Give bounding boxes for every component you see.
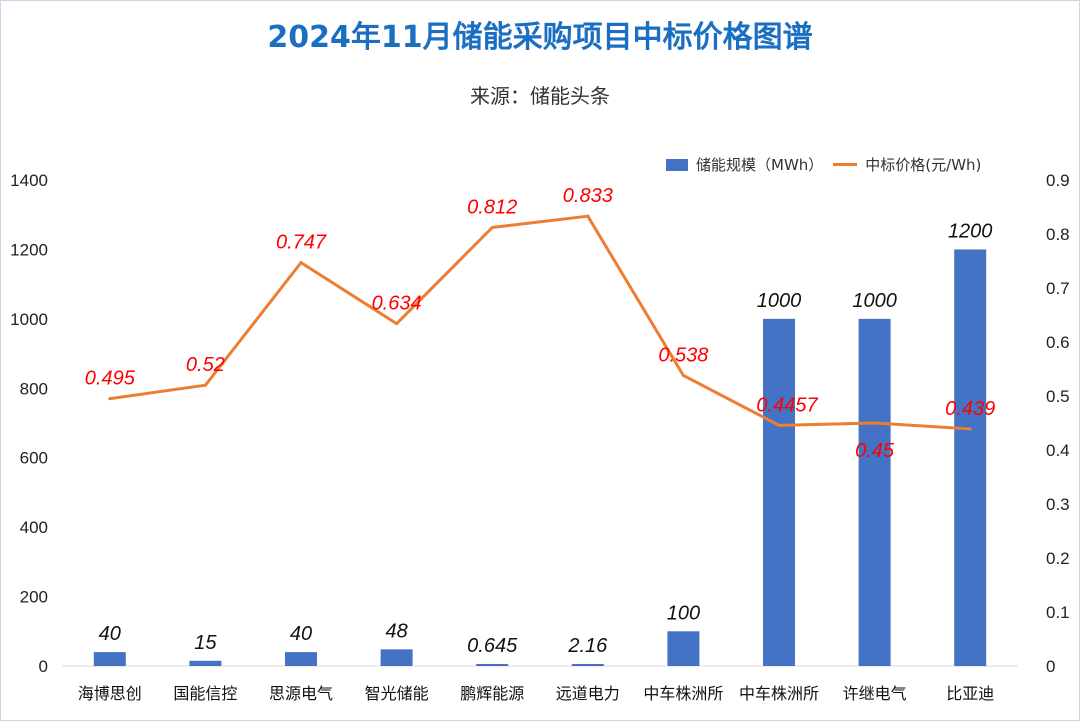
y-right-tick-6: 0.6 bbox=[1046, 333, 1070, 352]
price-point-3 bbox=[395, 322, 399, 326]
bar-5 bbox=[571, 664, 604, 666]
y-left-tick-0: 0 bbox=[39, 657, 48, 676]
y-right-tick-2: 0.2 bbox=[1046, 549, 1070, 568]
y-left-tick-7: 1400 bbox=[10, 171, 48, 190]
category-label-8: 许继电气 bbox=[843, 684, 907, 703]
bar-label-7: 1000 bbox=[757, 290, 802, 312]
bar-label-0: 40 bbox=[99, 623, 121, 645]
price-label-2: 0.747 bbox=[276, 232, 327, 254]
bar-label-9: 1200 bbox=[948, 220, 993, 242]
price-point-7 bbox=[777, 423, 781, 427]
legend-line-swatch bbox=[833, 163, 858, 166]
price-point-8 bbox=[873, 421, 877, 425]
y-left-tick-6: 1200 bbox=[10, 240, 48, 259]
category-label-6: 中车株洲所 bbox=[643, 684, 723, 703]
y-right-tick-7: 0.7 bbox=[1046, 279, 1070, 298]
category-label-1: 国能信控 bbox=[173, 684, 237, 703]
y-left-tick-1: 200 bbox=[20, 588, 48, 607]
y-left-tick-3: 600 bbox=[20, 449, 48, 468]
price-label-9: 0.439 bbox=[945, 398, 995, 420]
price-point-5 bbox=[586, 214, 590, 218]
category-label-9: 比亚迪 bbox=[946, 684, 994, 703]
price-label-4: 0.812 bbox=[467, 197, 517, 219]
category-label-4: 鹏辉能源 bbox=[460, 684, 524, 703]
y-right-tick-1: 0.1 bbox=[1046, 603, 1070, 622]
bar-3 bbox=[380, 649, 413, 666]
bar-4 bbox=[476, 664, 509, 666]
bar-7 bbox=[763, 318, 795, 666]
price-label-0: 0.495 bbox=[85, 368, 136, 390]
category-label-5: 远道电力 bbox=[556, 684, 620, 703]
price-label-7: 0.4457 bbox=[756, 394, 818, 416]
chart-title: 2024年11月储能采购项目中标价格图谱 bbox=[267, 20, 813, 55]
bar-1 bbox=[189, 660, 222, 666]
price-point-2 bbox=[299, 261, 303, 265]
bar-label-3: 48 bbox=[385, 620, 407, 642]
price-point-9 bbox=[968, 427, 972, 431]
legend-item-scale: 储能规模（MWh） bbox=[666, 154, 823, 175]
category-label-0: 海博思创 bbox=[78, 684, 142, 703]
y-left-tick-5: 1000 bbox=[10, 310, 48, 329]
y-right-tick-3: 0.3 bbox=[1046, 495, 1070, 514]
bar-label-1: 15 bbox=[194, 632, 217, 654]
y-right-tick-8: 0.8 bbox=[1046, 225, 1070, 244]
bar-label-8: 1000 bbox=[852, 290, 897, 312]
category-label-7: 中车株洲所 bbox=[739, 684, 819, 703]
bar-label-6: 100 bbox=[667, 602, 700, 624]
price-label-5: 0.833 bbox=[563, 185, 613, 207]
y-right-tick-5: 0.5 bbox=[1046, 387, 1070, 406]
price-label-3: 0.634 bbox=[372, 293, 422, 315]
bar-label-4: 0.645 bbox=[467, 635, 518, 657]
bar-8 bbox=[858, 318, 891, 666]
legend-label-price: 中标价格(元/Wh) bbox=[865, 156, 982, 174]
y-right-tick-4: 0.4 bbox=[1046, 441, 1070, 460]
legend-label-scale: 储能规模（MWh） bbox=[696, 156, 824, 174]
chart-subtitle: 来源：储能头条 bbox=[470, 84, 610, 108]
bar-0 bbox=[93, 652, 126, 666]
y-right-tick-0: 0 bbox=[1046, 657, 1055, 676]
price-point-6 bbox=[681, 373, 685, 377]
bar-9 bbox=[954, 249, 987, 666]
y-left-tick-4: 800 bbox=[20, 379, 48, 398]
legend-item-price: 中标价格(元/Wh) bbox=[833, 154, 981, 175]
category-label-2: 思源电气 bbox=[269, 684, 333, 703]
bar-label-2: 40 bbox=[290, 623, 312, 645]
y-right-tick-9: 0.9 bbox=[1046, 171, 1070, 190]
price-point-4 bbox=[490, 226, 494, 230]
bar-6 bbox=[667, 631, 700, 666]
price-point-0 bbox=[108, 397, 112, 401]
y-left-tick-2: 400 bbox=[20, 518, 48, 537]
price-line bbox=[109, 214, 971, 431]
bar-label-5: 2.16 bbox=[567, 635, 608, 657]
price-label-8: 0.45 bbox=[855, 440, 895, 462]
legend: 储能规模（MWh） 中标价格(元/Wh) bbox=[666, 154, 981, 175]
bar-2 bbox=[285, 652, 317, 666]
category-label-3: 智光储能 bbox=[365, 684, 429, 703]
price-point-1 bbox=[203, 383, 207, 387]
price-label-6: 0.538 bbox=[658, 344, 708, 366]
price-label-1: 0.52 bbox=[186, 354, 225, 376]
legend-bar-swatch bbox=[666, 158, 688, 171]
